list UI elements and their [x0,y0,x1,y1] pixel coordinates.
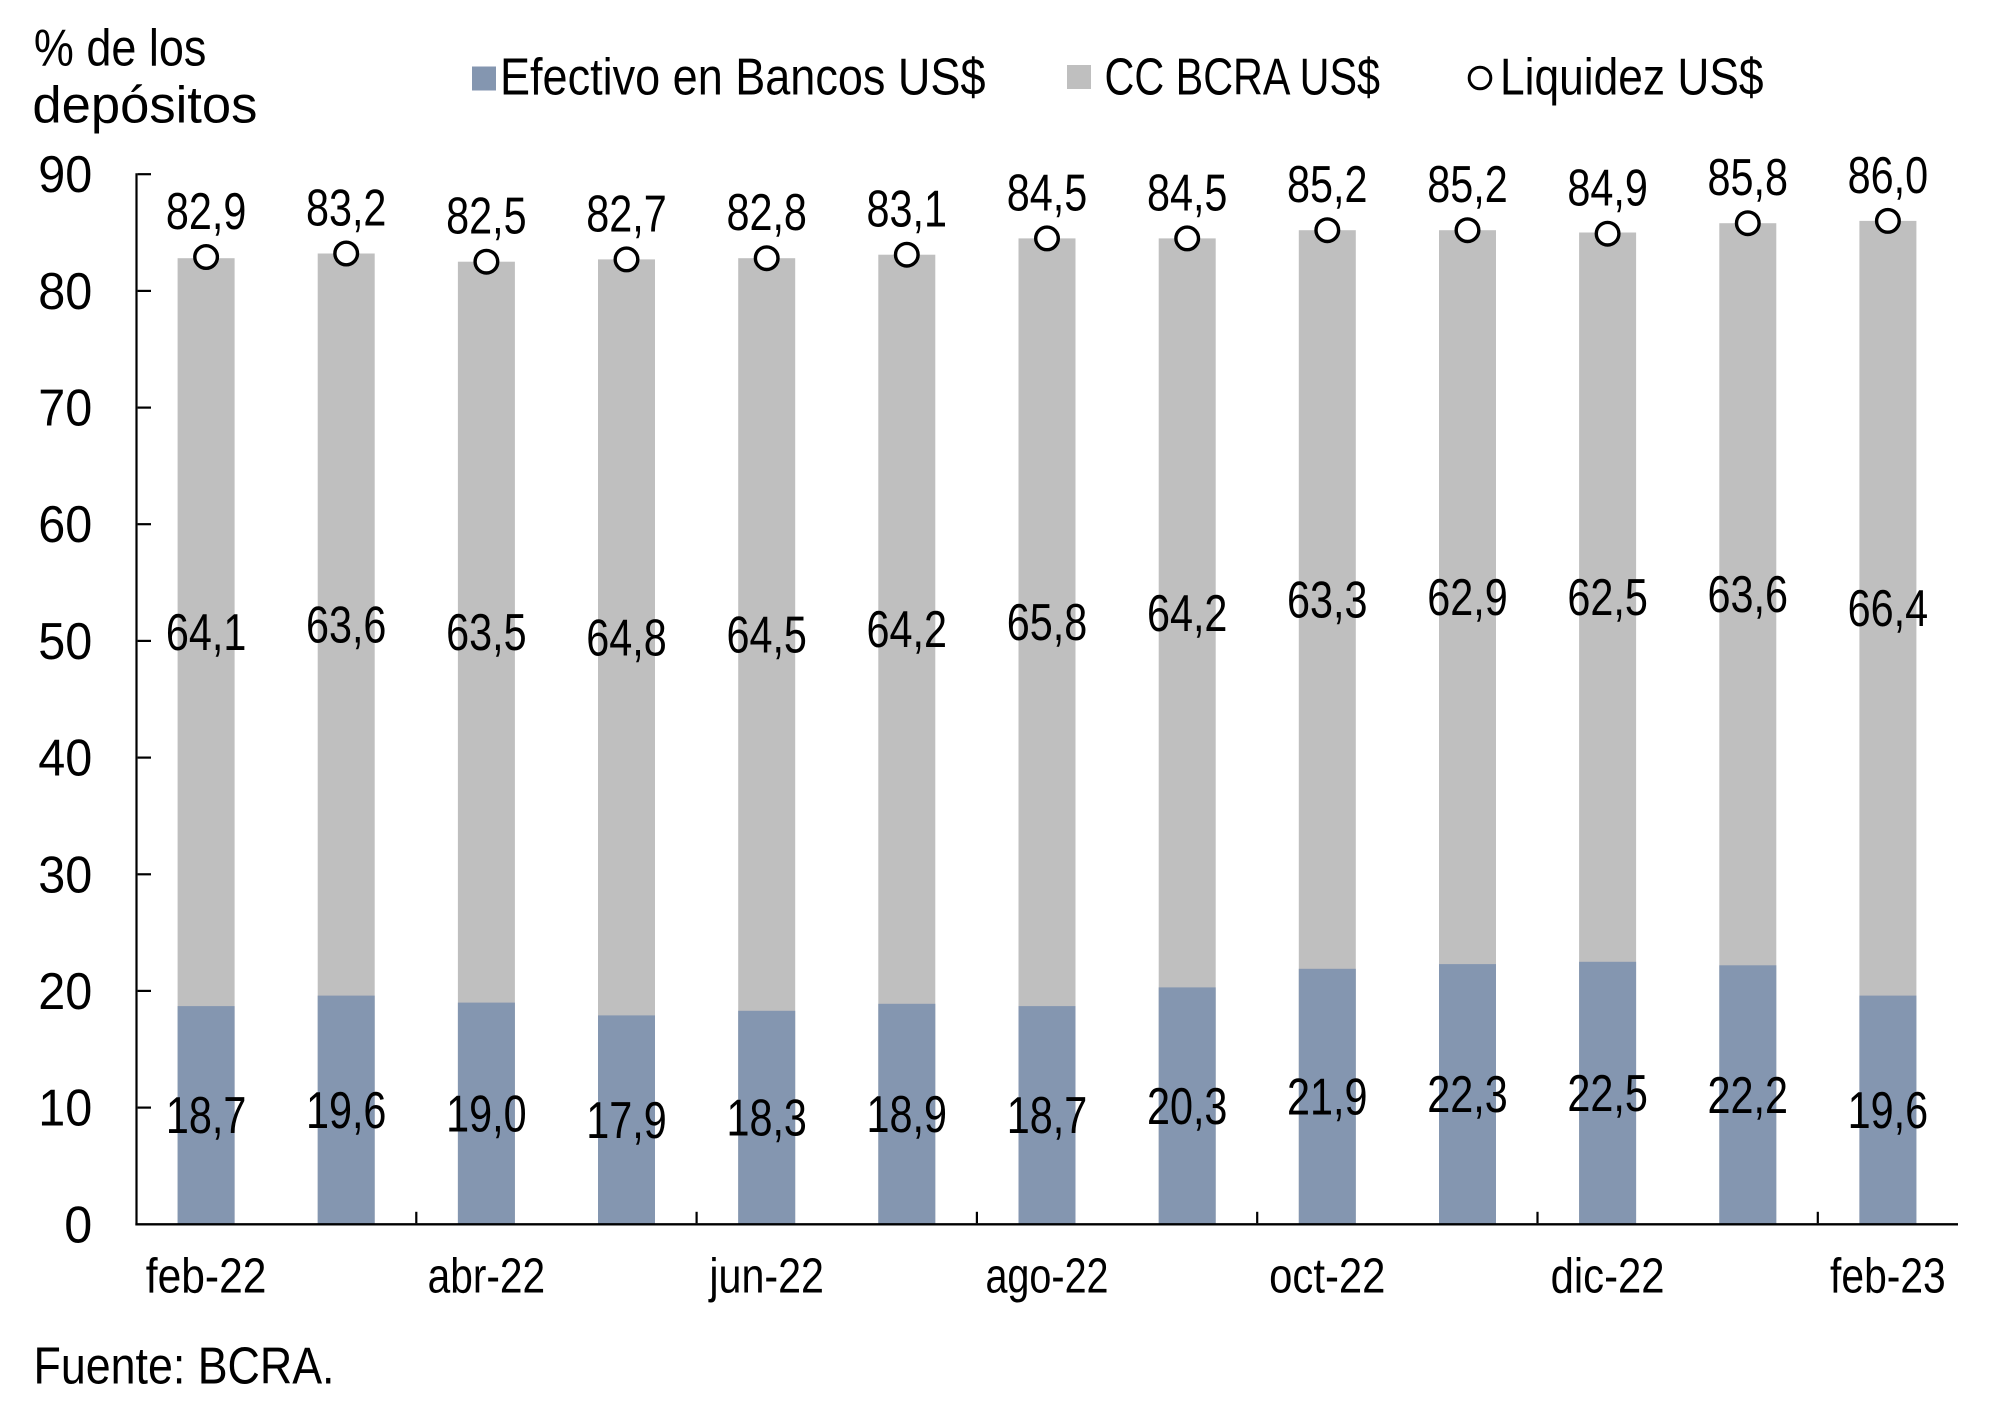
svg-text:60: 60 [38,496,92,554]
svg-text:85,8: 85,8 [1708,149,1789,207]
svg-text:84,9: 84,9 [1567,160,1648,218]
svg-text:62,9: 62,9 [1427,569,1508,627]
svg-text:10: 10 [38,1080,92,1138]
svg-text:84,5: 84,5 [1147,164,1228,222]
svg-text:64,2: 64,2 [867,601,948,659]
svg-text:feb-23: feb-23 [1830,1250,1946,1304]
svg-text:19,0: 19,0 [446,1086,527,1144]
svg-text:22,3: 22,3 [1427,1066,1508,1124]
svg-text:83,1: 83,1 [867,181,948,239]
svg-text:20,3: 20,3 [1147,1078,1228,1136]
svg-text:19,6: 19,6 [306,1082,387,1140]
svg-text:82,9: 82,9 [166,183,247,241]
svg-text:18,7: 18,7 [1007,1087,1088,1145]
svg-text:64,5: 64,5 [726,607,807,665]
svg-text:90: 90 [38,146,92,204]
svg-text:0: 0 [64,1196,92,1254]
svg-text:18,7: 18,7 [166,1087,247,1145]
svg-text:18,9: 18,9 [867,1086,948,1144]
svg-text:84,5: 84,5 [1007,164,1088,222]
svg-text:depósitos: depósitos [32,77,257,135]
svg-text:63,5: 63,5 [446,604,527,662]
svg-text:20: 20 [38,963,92,1021]
svg-text:dic-22: dic-22 [1551,1250,1665,1304]
svg-text:64,8: 64,8 [586,609,667,667]
svg-text:63,6: 63,6 [1708,566,1789,624]
svg-text:50: 50 [38,613,92,671]
svg-text:30: 30 [38,846,92,904]
svg-text:63,6: 63,6 [306,597,387,655]
svg-text:% de los: % de los [34,20,207,78]
svg-text:85,2: 85,2 [1427,156,1508,214]
svg-text:jun-22: jun-22 [708,1250,824,1304]
svg-text:80: 80 [38,263,92,321]
svg-text:70: 70 [38,380,92,438]
svg-text:abr-22: abr-22 [428,1250,546,1304]
svg-text:63,3: 63,3 [1287,572,1368,630]
svg-text:17,9: 17,9 [586,1092,667,1150]
svg-text:feb-22: feb-22 [146,1250,267,1304]
svg-text:19,6: 19,6 [1848,1082,1929,1140]
svg-text:66,4: 66,4 [1848,580,1929,638]
svg-text:Efectivo en Bancos US$: Efectivo en Bancos US$ [500,48,986,106]
svg-text:ago-22: ago-22 [985,1250,1108,1304]
svg-text:oct-22: oct-22 [1269,1250,1385,1304]
svg-text:18,3: 18,3 [726,1090,807,1148]
svg-text:22,5: 22,5 [1567,1065,1648,1123]
svg-text:21,9: 21,9 [1287,1069,1368,1127]
svg-text:22,2: 22,2 [1708,1067,1789,1125]
svg-text:82,8: 82,8 [726,184,807,242]
svg-text:82,7: 82,7 [586,185,667,243]
svg-text:83,2: 83,2 [306,180,387,238]
svg-text:82,5: 82,5 [446,188,527,246]
svg-text:86,0: 86,0 [1848,147,1929,205]
svg-text:65,8: 65,8 [1007,594,1088,652]
svg-text:85,2: 85,2 [1287,156,1368,214]
svg-text:64,2: 64,2 [1147,585,1228,643]
svg-text:CC BCRA US$: CC BCRA US$ [1105,48,1381,106]
svg-text:62,5: 62,5 [1567,569,1648,627]
svg-text:Liquidez US$: Liquidez US$ [1500,48,1764,106]
svg-text:40: 40 [38,730,92,788]
svg-text:Fuente: BCRA.: Fuente: BCRA. [34,1338,335,1396]
svg-text:64,1: 64,1 [166,604,247,662]
